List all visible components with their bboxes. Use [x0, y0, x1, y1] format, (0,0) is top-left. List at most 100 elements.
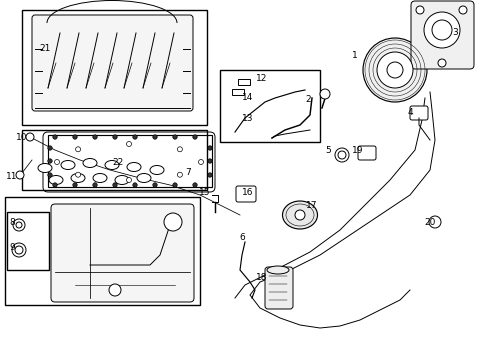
Circle shape	[337, 151, 346, 159]
Circle shape	[207, 159, 212, 163]
Circle shape	[73, 135, 77, 139]
Circle shape	[172, 135, 177, 139]
Ellipse shape	[127, 162, 141, 171]
Ellipse shape	[266, 266, 288, 274]
Text: 2: 2	[305, 95, 310, 104]
Circle shape	[207, 146, 212, 150]
Text: 19: 19	[351, 145, 363, 154]
Circle shape	[12, 243, 26, 257]
Circle shape	[53, 183, 57, 187]
Bar	[48, 135, 212, 187]
Text: 9: 9	[9, 243, 15, 252]
Circle shape	[48, 159, 52, 163]
Bar	[22, 10, 206, 125]
Text: 21: 21	[39, 44, 51, 53]
Circle shape	[15, 246, 23, 254]
Circle shape	[113, 183, 117, 187]
Circle shape	[177, 172, 182, 177]
FancyBboxPatch shape	[264, 267, 292, 309]
Ellipse shape	[83, 158, 97, 167]
Ellipse shape	[93, 174, 107, 183]
Text: 10: 10	[16, 134, 28, 143]
Circle shape	[152, 183, 157, 187]
Circle shape	[16, 222, 22, 228]
Circle shape	[177, 147, 182, 152]
Circle shape	[362, 38, 426, 102]
FancyBboxPatch shape	[32, 15, 193, 111]
Bar	[7, 212, 49, 270]
Ellipse shape	[61, 161, 75, 170]
Text: 17: 17	[305, 201, 317, 210]
Text: 5: 5	[325, 145, 330, 154]
Text: 13: 13	[242, 113, 253, 122]
Circle shape	[113, 135, 117, 139]
Circle shape	[152, 135, 157, 139]
Circle shape	[48, 146, 52, 150]
Text: 6: 6	[239, 234, 244, 243]
Bar	[5, 197, 200, 305]
Text: 15: 15	[199, 188, 210, 197]
Text: 1: 1	[351, 50, 357, 59]
Circle shape	[76, 147, 81, 152]
Circle shape	[437, 59, 445, 67]
Circle shape	[428, 216, 440, 228]
Text: 3: 3	[451, 27, 457, 36]
Text: 22: 22	[112, 158, 123, 166]
Text: 11: 11	[6, 171, 18, 180]
Ellipse shape	[38, 163, 52, 172]
Circle shape	[93, 135, 97, 139]
Bar	[220, 70, 319, 142]
Circle shape	[126, 177, 131, 183]
Ellipse shape	[282, 201, 317, 229]
Text: 4: 4	[407, 108, 412, 117]
Ellipse shape	[71, 174, 85, 183]
Text: 14: 14	[242, 94, 253, 103]
Circle shape	[172, 183, 177, 187]
FancyBboxPatch shape	[236, 186, 256, 202]
Circle shape	[423, 12, 459, 48]
Text: 18: 18	[256, 274, 267, 283]
FancyBboxPatch shape	[51, 204, 194, 302]
Bar	[238, 79, 249, 85]
Text: 16: 16	[242, 188, 253, 197]
Ellipse shape	[137, 174, 151, 183]
Text: 12: 12	[256, 73, 267, 82]
Circle shape	[93, 183, 97, 187]
Circle shape	[48, 173, 52, 177]
Circle shape	[458, 6, 466, 14]
Text: 8: 8	[9, 217, 15, 226]
Circle shape	[76, 172, 81, 177]
Circle shape	[415, 6, 423, 14]
Circle shape	[53, 135, 57, 139]
Circle shape	[133, 183, 137, 187]
Circle shape	[163, 213, 182, 231]
Circle shape	[319, 89, 329, 99]
Circle shape	[126, 141, 131, 147]
Ellipse shape	[115, 176, 129, 185]
Circle shape	[386, 62, 402, 78]
Text: 20: 20	[424, 217, 435, 226]
Circle shape	[198, 159, 203, 165]
Circle shape	[376, 52, 412, 88]
Circle shape	[431, 20, 451, 40]
Circle shape	[26, 133, 34, 141]
Circle shape	[16, 171, 24, 179]
Ellipse shape	[49, 176, 63, 185]
Bar	[22, 130, 206, 190]
Bar	[231, 89, 244, 95]
Circle shape	[294, 210, 305, 220]
Circle shape	[109, 284, 121, 296]
Circle shape	[334, 148, 348, 162]
Ellipse shape	[105, 161, 119, 170]
FancyBboxPatch shape	[409, 106, 427, 120]
FancyBboxPatch shape	[410, 1, 473, 69]
Circle shape	[13, 219, 25, 231]
FancyBboxPatch shape	[357, 146, 375, 160]
Ellipse shape	[150, 166, 163, 175]
Circle shape	[207, 173, 212, 177]
Circle shape	[73, 183, 77, 187]
Circle shape	[54, 159, 60, 165]
Text: 7: 7	[185, 167, 190, 176]
Circle shape	[192, 135, 197, 139]
Circle shape	[133, 135, 137, 139]
